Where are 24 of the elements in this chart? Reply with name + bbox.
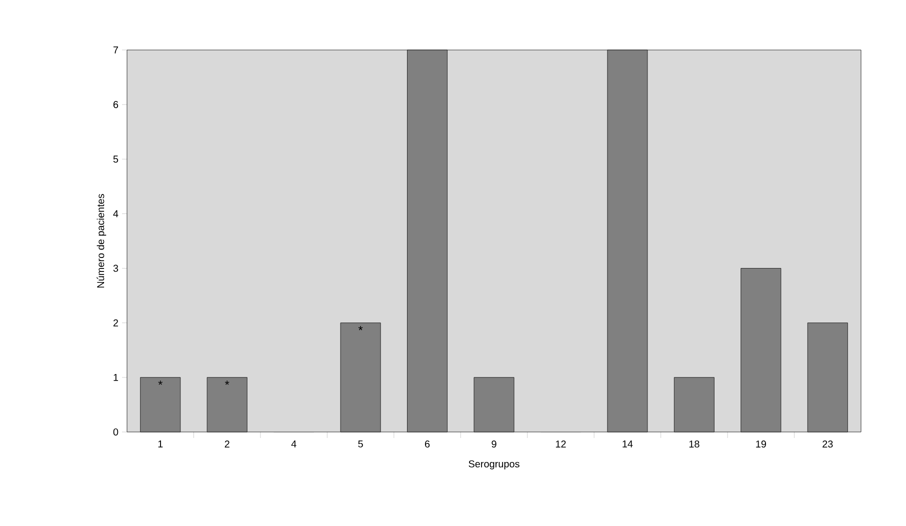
x-axis-title: Serogrupos xyxy=(468,460,520,470)
x-tick-label: 5 xyxy=(358,440,363,448)
y-axis-title: Número de pacientes xyxy=(96,194,106,288)
x-tick-label: 6 xyxy=(425,440,430,448)
annotation: * xyxy=(358,326,363,330)
x-tick-label: 18 xyxy=(689,440,700,448)
y-tick-label: 2 xyxy=(113,319,118,326)
y-tick-label: 6 xyxy=(113,101,118,108)
x-tick-label: 19 xyxy=(756,440,766,448)
x-tick-label: 4 xyxy=(291,440,296,448)
y-tick-label: 3 xyxy=(113,264,118,272)
annotation: * xyxy=(158,380,163,385)
x-tick-label: 12 xyxy=(556,440,566,448)
y-tick-label: 7 xyxy=(113,46,118,54)
x-tick-label: 9 xyxy=(492,440,496,448)
annotation: * xyxy=(224,380,230,385)
y-tick-label: 0 xyxy=(113,428,118,436)
x-tick-label: 14 xyxy=(622,440,633,448)
y-tick-label: 1 xyxy=(114,374,118,381)
y-tick-label: 4 xyxy=(113,210,118,218)
x-tick-label: 2 xyxy=(224,440,230,448)
y-tick-label: 5 xyxy=(113,156,118,163)
x-tick-label: 1 xyxy=(158,440,163,448)
x-tick-label: 23 xyxy=(822,440,833,448)
